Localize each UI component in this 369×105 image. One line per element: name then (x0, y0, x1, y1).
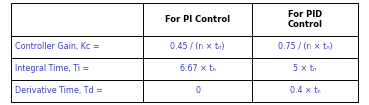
Text: 6.67 × tₙ: 6.67 × tₙ (180, 64, 215, 73)
Text: 0.75 / (rᵢ × tₙ): 0.75 / (rᵢ × tₙ) (278, 42, 332, 51)
Text: For PI Control: For PI Control (165, 15, 230, 24)
Text: Controller Gain, Kc =: Controller Gain, Kc = (15, 42, 100, 51)
Text: Integral Time, Ti =: Integral Time, Ti = (15, 64, 90, 73)
Text: Derivative Time, Td =: Derivative Time, Td = (15, 86, 103, 95)
Text: 5 × tₙ: 5 × tₙ (293, 64, 317, 73)
Text: 0.45 / (rᵢ × tₙ): 0.45 / (rᵢ × tₙ) (170, 42, 225, 51)
Text: For PID
Control: For PID Control (287, 10, 323, 29)
Text: 0: 0 (195, 86, 200, 95)
Text: 0.4 × tₙ: 0.4 × tₙ (290, 86, 320, 95)
